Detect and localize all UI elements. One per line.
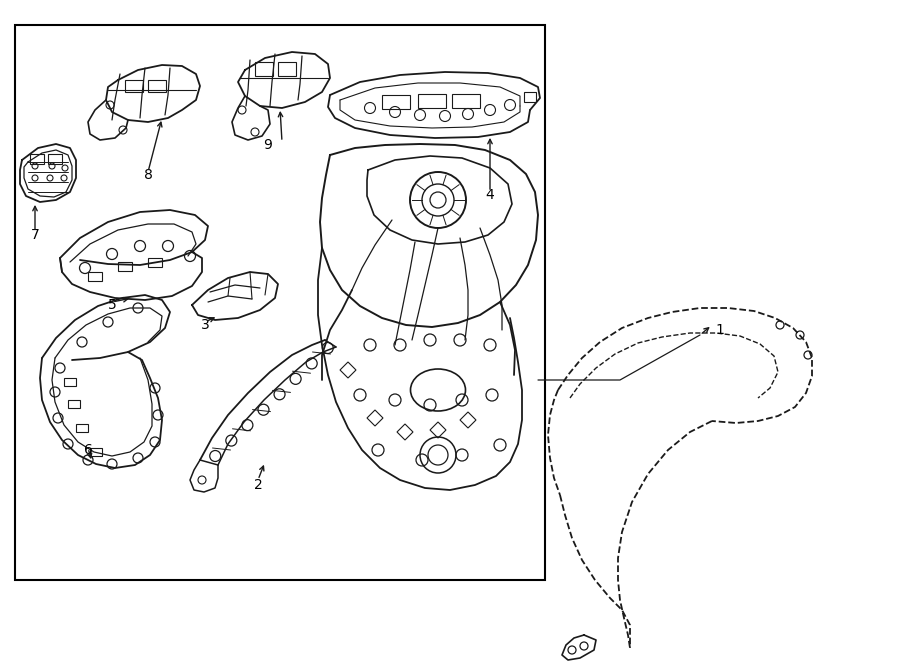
Bar <box>15 25 545 580</box>
Bar <box>148 258 162 267</box>
Bar <box>118 262 132 271</box>
Bar <box>278 62 296 76</box>
Text: 2: 2 <box>254 478 263 492</box>
Bar <box>382 95 410 109</box>
Text: 6: 6 <box>84 443 93 457</box>
Text: 4: 4 <box>486 188 494 202</box>
Bar <box>88 272 102 281</box>
Bar <box>30 154 44 164</box>
Text: 1: 1 <box>716 323 724 337</box>
Text: 8: 8 <box>144 168 152 182</box>
Bar <box>68 400 80 408</box>
Text: 7: 7 <box>31 228 40 242</box>
Bar <box>148 80 166 92</box>
Bar <box>76 424 88 432</box>
Bar <box>48 154 62 164</box>
Bar <box>452 94 480 108</box>
Bar <box>255 62 273 76</box>
Text: 5: 5 <box>108 298 116 312</box>
Bar <box>90 448 102 456</box>
Bar <box>64 378 76 386</box>
Bar <box>524 92 536 102</box>
Bar <box>125 80 143 92</box>
Bar <box>418 94 446 108</box>
Text: 9: 9 <box>264 138 273 152</box>
Text: 3: 3 <box>201 318 210 332</box>
